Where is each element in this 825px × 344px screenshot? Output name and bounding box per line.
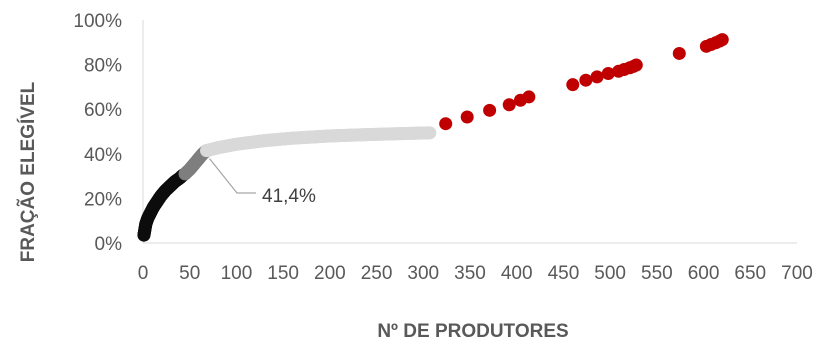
data-point — [629, 58, 643, 72]
y-tick-label: 40% — [84, 145, 122, 166]
data-point — [522, 90, 536, 104]
data-point — [715, 33, 729, 47]
x-tick-label: 200 — [314, 263, 346, 284]
x-tick-label: 450 — [548, 263, 580, 284]
annotation-leader-line — [209, 158, 256, 194]
x-tick-label: 300 — [407, 263, 439, 284]
data-point — [672, 46, 686, 60]
x-tick-label: 500 — [594, 263, 626, 284]
x-tick-label: 650 — [734, 263, 766, 284]
data-point — [423, 126, 437, 140]
data-point — [502, 98, 516, 112]
data-point — [601, 67, 615, 81]
y-axis-tick-labels: 0% 20% 40% 60% 80% 100% — [73, 11, 122, 255]
data-point — [566, 78, 580, 92]
data-point — [483, 103, 497, 117]
plot-area — [137, 20, 797, 244]
data-point — [439, 117, 453, 131]
x-tick-label: 700 — [781, 263, 813, 284]
y-tick-label: 60% — [84, 100, 122, 121]
x-axis-title: Nº DE PRODUTORES — [377, 321, 568, 342]
y-tick-label: 80% — [84, 56, 122, 77]
y-tick-label: 100% — [73, 11, 122, 32]
y-tick-label: 20% — [84, 189, 122, 210]
x-tick-label: 400 — [501, 263, 533, 284]
x-tick-label: 100 — [221, 263, 253, 284]
data-point — [590, 70, 604, 84]
x-tick-label: 0 — [138, 263, 149, 284]
y-tick-label: 0% — [95, 234, 123, 255]
annotation-label: 41,4% — [262, 186, 316, 207]
x-axis-tick-labels: 0 50 100 150 200 250 300 350 400 450 500 550 600 650 7… — [138, 263, 813, 284]
x-tick-label: 50 — [179, 263, 200, 284]
y-axis-title: FRAÇÃO ELEGÍVEL — [17, 81, 39, 262]
series-4 — [439, 33, 729, 131]
series-3 — [200, 126, 437, 158]
x-tick-label: 350 — [454, 263, 486, 284]
x-tick-label: 600 — [688, 263, 720, 284]
x-tick-label: 250 — [361, 263, 393, 284]
x-tick-label: 550 — [641, 263, 673, 284]
data-point — [579, 73, 593, 87]
x-tick-label: 150 — [267, 263, 299, 284]
data-point — [460, 110, 474, 124]
